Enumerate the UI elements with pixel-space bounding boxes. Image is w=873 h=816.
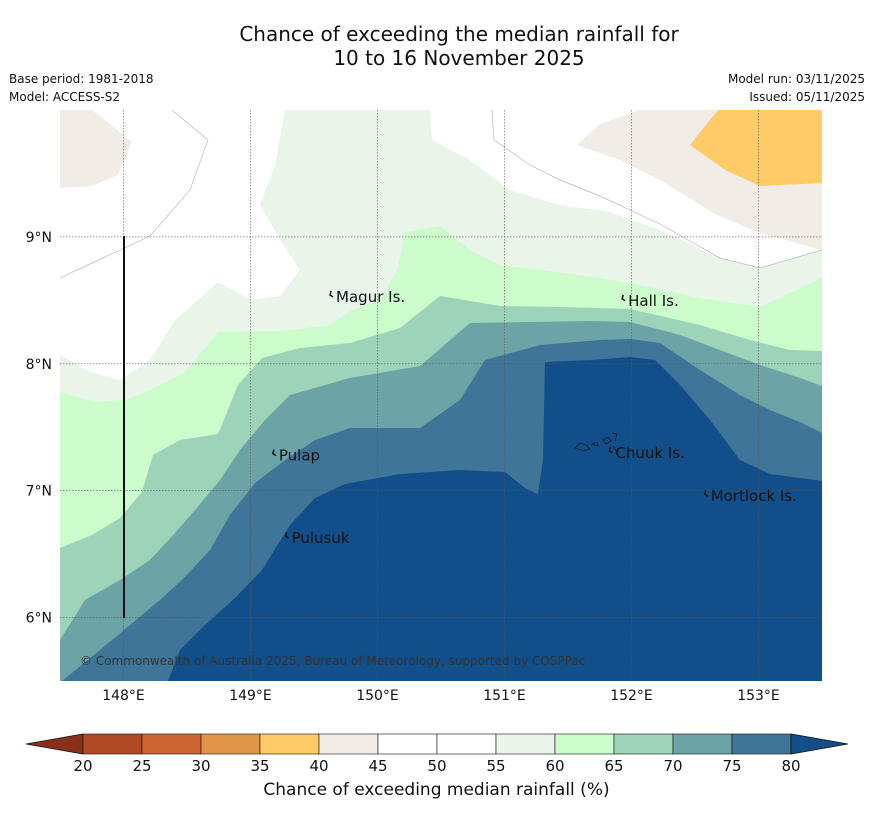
colorbar-swatch — [200, 733, 261, 755]
contour-40-topleft — [60, 110, 132, 188]
colorbar-swatch — [554, 733, 615, 755]
colorbar-tick-label: 45 — [368, 757, 387, 775]
place-labels: Magur Is. Hall Is. Pulap Chuuk Is. Mortlock … — [272, 288, 797, 547]
colorbar-tick-label: 50 — [427, 757, 446, 775]
title-line-2: 10 to 16 November 2025 — [333, 46, 585, 70]
x-tick-label: 152°E — [610, 688, 653, 704]
copyright-text: © Commonwealth of Australia 2025, Bureau… — [80, 654, 585, 668]
island-marker — [621, 294, 626, 302]
place-label: Mortlock Is. — [711, 487, 797, 505]
y-axis-ticks: 9°N 8°N 7°N 6°N — [26, 230, 52, 627]
x-tick-label: 153°E — [737, 688, 780, 704]
colorbar-over-arrow — [790, 733, 849, 755]
place-label: Hall Is. — [628, 292, 679, 310]
colorbar-swatch — [82, 733, 143, 755]
colorbar-swatch — [495, 733, 556, 755]
colorbar-swatch — [377, 733, 438, 755]
colorbar-tick-label: 70 — [663, 757, 682, 775]
island-marker — [703, 490, 709, 497]
colorbar-tick-label: 80 — [781, 757, 800, 775]
place-label: Pulusuk — [292, 529, 350, 547]
colorbar-swatch — [318, 733, 379, 755]
colorbar-swatch — [259, 733, 320, 755]
y-tick-label: 7°N — [26, 484, 52, 500]
island-marker — [608, 446, 613, 454]
colorbar-tick-label: 25 — [132, 757, 151, 775]
island-marker — [329, 290, 334, 298]
issued-date: Issued: 05/11/2025 — [749, 90, 865, 104]
colorbar-swatch — [141, 733, 202, 755]
colorbar-tick-label: 55 — [486, 757, 505, 775]
contour-layer — [60, 110, 822, 681]
title-line-1: Chance of exceeding the median rainfall … — [239, 22, 679, 46]
contour-lines — [60, 110, 822, 279]
island-marker — [272, 449, 277, 457]
y-tick-label: 8°N — [26, 357, 52, 373]
meta-left: Base period: 1981-2018 Model: ACCESS-S2 — [9, 70, 154, 106]
colorbar-tick-label: 65 — [604, 757, 623, 775]
base-period: Base period: 1981-2018 — [9, 72, 154, 86]
colorbar-tick-label: 35 — [250, 757, 269, 775]
colorbar: 20 25 30 35 40 45 50 55 60 65 70 75 80 — [25, 733, 849, 775]
contour-line-55-left — [60, 110, 209, 279]
colorbar-tick-label: 40 — [309, 757, 328, 775]
colorbar-label: Chance of exceeding median rainfall (%) — [263, 780, 610, 800]
place-label: Chuuk Is. — [615, 444, 684, 462]
y-tick-label: 9°N — [26, 230, 52, 246]
colorbar-swatch — [613, 733, 674, 755]
contour-35-topright — [690, 110, 822, 186]
meta-right: Model run: 03/11/2025 Issued: 05/11/2025 — [728, 70, 865, 106]
colorbar-swatch — [436, 733, 497, 755]
map-title: Chance of exceeding the median rainfall … — [0, 22, 873, 70]
x-tick-label: 150°E — [356, 688, 399, 704]
colorbar-tick-label: 30 — [191, 757, 210, 775]
model-name: Model: ACCESS-S2 — [9, 90, 121, 104]
colorbar-tick-label: 60 — [545, 757, 564, 775]
x-axis-ticks: 148°E 149°E 150°E 151°E 152°E 153°E — [102, 688, 780, 704]
colorbar-tick-label: 20 — [73, 757, 92, 775]
x-tick-label: 151°E — [483, 688, 526, 704]
colorbar-under-arrow — [25, 733, 84, 755]
contour-85 — [168, 357, 822, 681]
colorbar-swatch — [672, 733, 733, 755]
place-label: Magur Is. — [336, 288, 405, 306]
colorbar-swatch — [731, 733, 792, 755]
x-tick-label: 149°E — [229, 688, 272, 704]
chuuk-islands-shape — [574, 432, 618, 453]
model-run: Model run: 03/11/2025 — [727, 72, 865, 86]
y-tick-label: 6°N — [26, 611, 52, 627]
place-label: Pulap — [279, 447, 320, 465]
contour-line-55-top — [491, 110, 822, 269]
x-tick-label: 148°E — [102, 688, 145, 704]
colorbar-tick-label: 75 — [722, 757, 741, 775]
island-marker — [284, 531, 290, 539]
